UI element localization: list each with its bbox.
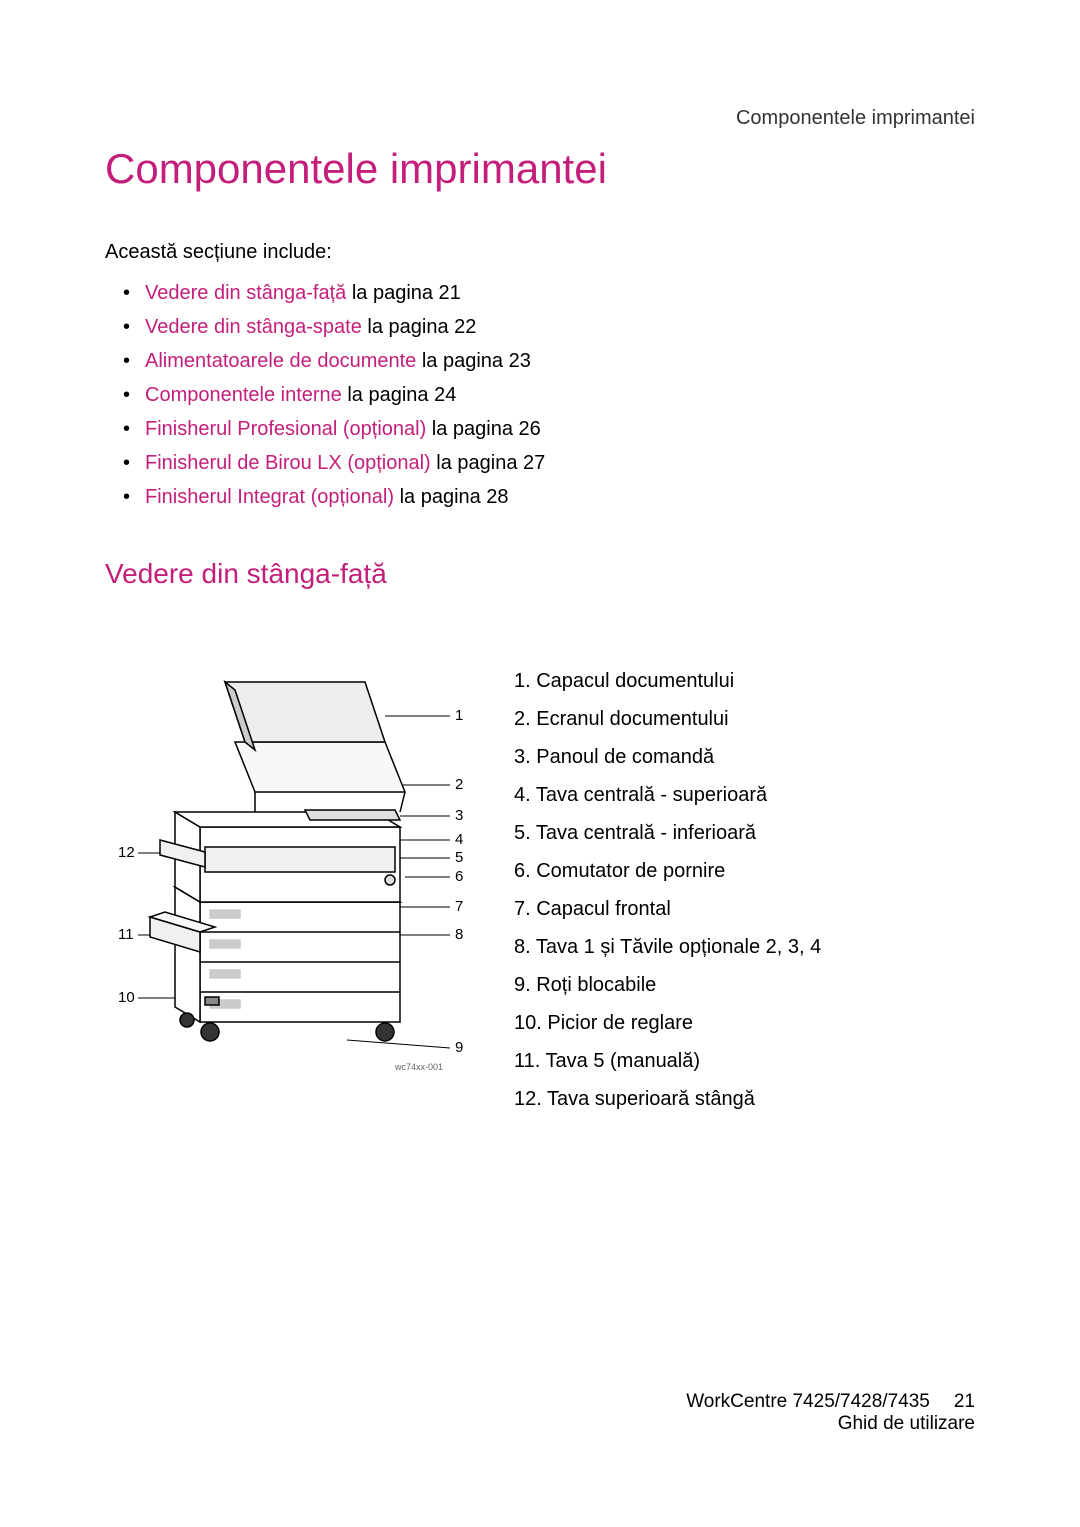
- printer-illustration: 1 2 3 4 5 6 7 8 9 12 11 10: [105, 662, 480, 1077]
- toc-link[interactable]: Finisherul Profesional (opțional): [145, 418, 426, 440]
- callout-4: 4: [455, 831, 463, 848]
- callout-5: 5: [455, 849, 463, 866]
- toc-item: Alimentatoarele de documente la pagina 2…: [123, 344, 975, 378]
- toc-item: Vedere din stânga-spate la pagina 22: [123, 310, 975, 344]
- part-item: 6. Comutator de pornire: [514, 852, 975, 890]
- callout-1: 1: [455, 707, 463, 724]
- toc-link[interactable]: Finisherul de Birou LX (opțional): [145, 452, 431, 474]
- toc-list: Vedere din stânga-față la pagina 21 Vede…: [105, 276, 975, 514]
- callout-2: 2: [455, 776, 463, 793]
- part-item: 5. Tava centrală - inferioară: [514, 814, 975, 852]
- callout-8: 8: [455, 926, 463, 943]
- section-heading: Vedere din stânga-față: [105, 558, 975, 590]
- toc-item: Componentele interne la pagina 24: [123, 378, 975, 412]
- callout-10: 10: [118, 989, 135, 1006]
- toc-item: Finisherul de Birou LX (opțional) la pag…: [123, 446, 975, 480]
- toc-item: Vedere din stânga-față la pagina 21: [123, 276, 975, 310]
- part-item: 8. Tava 1 și Tăvile opționale 2, 3, 4: [514, 928, 975, 966]
- footer-product: WorkCentre 7425/7428/7435: [686, 1391, 930, 1413]
- diagram-caption: wc74xx-001: [394, 1062, 443, 1072]
- page-title: Componentele imprimantei: [105, 145, 975, 193]
- toc-page-ref: la pagina 27: [431, 452, 546, 474]
- toc-page-ref: la pagina 24: [342, 384, 457, 406]
- parts-list: 1. Capacul documentului 2. Ecranul docum…: [514, 662, 975, 1118]
- toc-page-ref: la pagina 21: [346, 282, 461, 304]
- content-row: 1 2 3 4 5 6 7 8 9 12 11 10: [105, 662, 975, 1118]
- callout-7: 7: [455, 898, 463, 915]
- callout-11: 11: [118, 926, 134, 943]
- toc-link[interactable]: Alimentatoarele de documente: [145, 350, 416, 372]
- callout-3: 3: [455, 807, 463, 824]
- footer-page-number: 21: [954, 1391, 975, 1413]
- part-item: 9. Roți blocabile: [514, 966, 975, 1004]
- toc-page-ref: la pagina 26: [426, 418, 541, 440]
- page-footer: WorkCentre 7425/7428/7435 21 Ghid de uti…: [686, 1391, 975, 1435]
- toc-page-ref: la pagina 28: [394, 486, 509, 508]
- toc-link[interactable]: Vedere din stânga-spate: [145, 316, 362, 338]
- toc-link[interactable]: Vedere din stânga-față: [145, 282, 346, 304]
- callout-12: 12: [118, 844, 135, 861]
- part-item: 1. Capacul documentului: [514, 662, 975, 700]
- printer-diagram: 1 2 3 4 5 6 7 8 9 12 11 10: [105, 662, 480, 1082]
- toc-item: Finisherul Integrat (opțional) la pagina…: [123, 480, 975, 514]
- part-item: 10. Picior de reglare: [514, 1004, 975, 1042]
- part-item: 3. Panoul de comandă: [514, 738, 975, 776]
- part-item: 11. Tava 5 (manuală): [514, 1042, 975, 1080]
- toc-page-ref: la pagina 22: [362, 316, 477, 338]
- callout-6: 6: [455, 868, 463, 885]
- intro-text: Această secțiune include:: [105, 241, 975, 264]
- part-item: 12. Tava superioară stângă: [514, 1080, 975, 1118]
- toc-page-ref: la pagina 23: [416, 350, 531, 372]
- part-item: 7. Capacul frontal: [514, 890, 975, 928]
- toc-item: Finisherul Profesional (opțional) la pag…: [123, 412, 975, 446]
- toc-link[interactable]: Componentele interne: [145, 384, 342, 406]
- part-item: 4. Tava centrală - superioară: [514, 776, 975, 814]
- footer-subtitle: Ghid de utilizare: [686, 1413, 975, 1435]
- running-header: Componentele imprimantei: [736, 107, 975, 130]
- toc-link[interactable]: Finisherul Integrat (opțional): [145, 486, 394, 508]
- part-item: 2. Ecranul documentului: [514, 700, 975, 738]
- callout-9: 9: [455, 1039, 463, 1056]
